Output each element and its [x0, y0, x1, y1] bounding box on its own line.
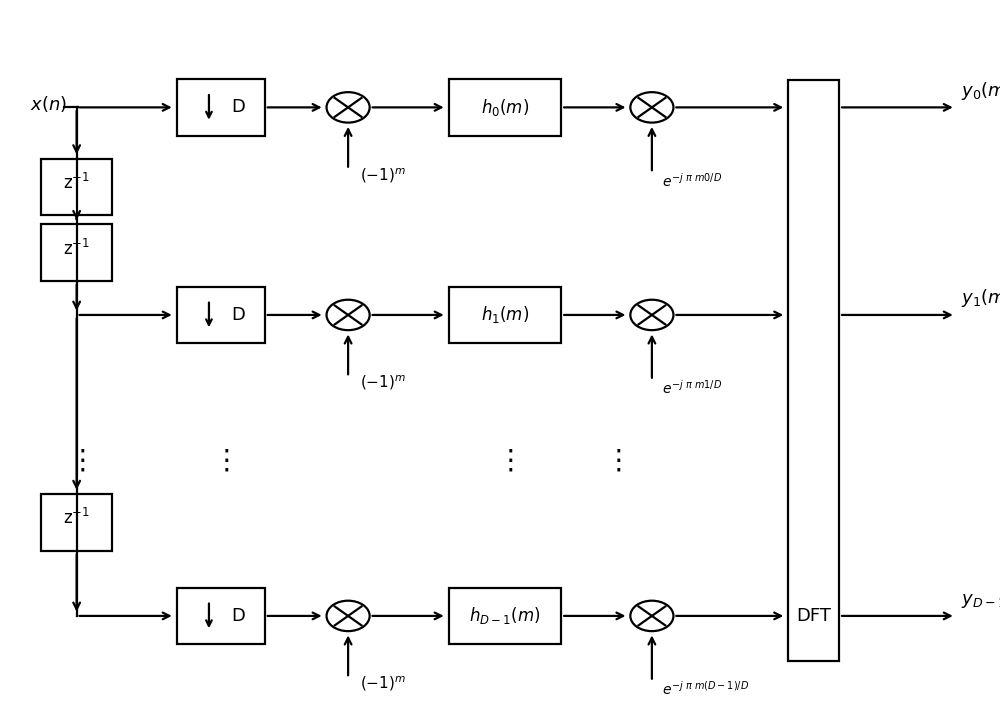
Text: D: D: [231, 607, 245, 625]
Text: $\mathregular{z^{-1}}$: $\mathregular{z^{-1}}$: [63, 173, 90, 193]
Text: D: D: [231, 306, 245, 324]
Text: $\vdots$: $\vdots$: [68, 446, 85, 474]
Bar: [177, 587, 265, 645]
Bar: [788, 80, 839, 661]
Bar: [449, 79, 561, 136]
Bar: [41, 225, 112, 281]
Text: $\vdots$: $\vdots$: [212, 446, 229, 474]
Text: $(-1)^m$: $(-1)^m$: [360, 166, 406, 185]
Text: $h_1(m)$: $h_1(m)$: [481, 304, 529, 325]
Circle shape: [630, 92, 673, 123]
Text: $\vdots$: $\vdots$: [496, 446, 514, 474]
Circle shape: [630, 300, 673, 330]
Text: D: D: [231, 98, 245, 116]
Text: DFT: DFT: [796, 607, 831, 625]
Text: $(-1)^m$: $(-1)^m$: [360, 373, 406, 393]
Text: $h_{D-1}(m)$: $h_{D-1}(m)$: [469, 606, 541, 626]
Bar: [449, 287, 561, 343]
Circle shape: [327, 92, 370, 123]
Text: $\mathregular{z^{-1}}$: $\mathregular{z^{-1}}$: [63, 508, 90, 528]
Bar: [449, 587, 561, 645]
Text: $x(n)$: $x(n)$: [30, 94, 67, 114]
Bar: [177, 79, 265, 136]
Bar: [177, 287, 265, 343]
Text: $(-1)^m$: $(-1)^m$: [360, 675, 406, 693]
Text: $h_0(m)$: $h_0(m)$: [481, 97, 529, 118]
Text: $y_{D-1}(m)$: $y_{D-1}(m)$: [961, 588, 1000, 611]
Text: $e^{-j\ \pi\ m1/D}$: $e^{-j\ \pi\ m1/D}$: [662, 379, 722, 397]
Bar: [41, 494, 112, 551]
Circle shape: [327, 601, 370, 631]
Text: $e^{-j\ \pi\ m0/D}$: $e^{-j\ \pi\ m0/D}$: [662, 172, 722, 190]
Circle shape: [630, 601, 673, 631]
Text: $y_1(m)$: $y_1(m)$: [961, 287, 1000, 309]
Bar: [41, 159, 112, 215]
Text: $y_0(m)$: $y_0(m)$: [961, 80, 1000, 102]
Text: $e^{-j\ \pi\ m(D-1)/D}$: $e^{-j\ \pi\ m(D-1)/D}$: [662, 681, 749, 698]
Text: $\mathregular{z^{-1}}$: $\mathregular{z^{-1}}$: [63, 239, 90, 258]
Text: $\vdots$: $\vdots$: [604, 446, 621, 474]
Circle shape: [327, 300, 370, 330]
